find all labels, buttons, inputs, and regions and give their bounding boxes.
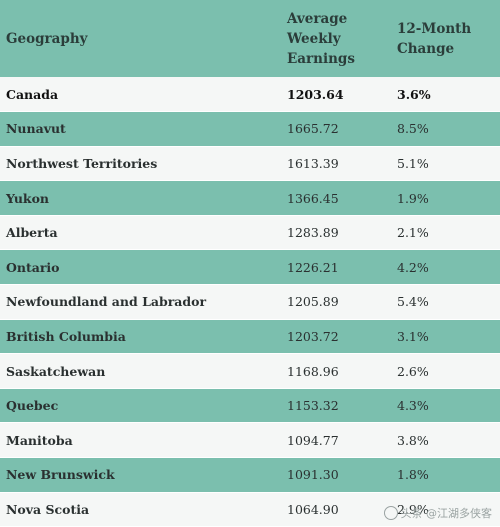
cell-change: 5.4% bbox=[391, 284, 500, 320]
cell-geography: Nova Scotia bbox=[0, 492, 281, 527]
cell-geography: Alberta bbox=[0, 215, 281, 251]
table-row: Newfoundland and Labrador 1205.89 5.4% bbox=[0, 284, 500, 320]
cell-geography: Newfoundland and Labrador bbox=[0, 284, 281, 320]
header-average-weekly-earnings: Average Weekly Earnings bbox=[281, 0, 391, 77]
cell-geography: Northwest Territories bbox=[0, 146, 281, 182]
table-row: Ontario 1226.21 4.2% bbox=[0, 249, 500, 286]
table-row: Northwest Territories 1613.39 5.1% bbox=[0, 146, 500, 182]
table-header: Geography Average Weekly Earnings 12-Mon… bbox=[0, 0, 500, 77]
cell-change: 1.9% bbox=[391, 180, 500, 216]
cell-change: 2.6% bbox=[391, 353, 500, 389]
cell-change: 4.2% bbox=[391, 249, 500, 286]
header-12-month-change: 12-Month Change bbox=[391, 0, 500, 77]
cell-earnings: 1203.72 bbox=[281, 319, 391, 355]
cell-change: 3.6% bbox=[391, 77, 500, 113]
cell-earnings: 1613.39 bbox=[281, 146, 391, 182]
cell-change: 8.5% bbox=[391, 111, 500, 147]
table-row: New Brunswick 1091.30 1.8% bbox=[0, 457, 500, 493]
table-row: Yukon 1366.45 1.9% bbox=[0, 180, 500, 216]
cell-geography: Manitoba bbox=[0, 422, 281, 459]
table-row: Saskatchewan 1168.96 2.6% bbox=[0, 353, 500, 389]
cell-geography: New Brunswick bbox=[0, 457, 281, 493]
cell-earnings: 1366.45 bbox=[281, 180, 391, 216]
table-row: Canada 1203.64 3.6% bbox=[0, 77, 500, 113]
cell-geography: Nunavut bbox=[0, 111, 281, 147]
table-row: Alberta 1283.89 2.1% bbox=[0, 215, 500, 251]
cell-earnings: 1205.89 bbox=[281, 284, 391, 320]
cell-change: 1.8% bbox=[391, 457, 500, 493]
cell-earnings: 1283.89 bbox=[281, 215, 391, 251]
table-row: Nova Scotia 1064.90 2.9% bbox=[0, 492, 500, 527]
cell-earnings: 1665.72 bbox=[281, 111, 391, 147]
cell-change: 4.3% bbox=[391, 388, 500, 424]
watermark: 头条 @江湖多侠客 bbox=[383, 505, 493, 521]
cell-geography: Quebec bbox=[0, 388, 281, 424]
cell-earnings: 1094.77 bbox=[281, 422, 391, 459]
watermark-text: 头条 @江湖多侠客 bbox=[400, 507, 493, 520]
table-row: Quebec 1153.32 4.3% bbox=[0, 388, 500, 424]
cell-change: 2.9% bbox=[391, 492, 500, 527]
table-row: Manitoba 1094.77 3.8% bbox=[0, 422, 500, 459]
cell-geography: Canada bbox=[0, 77, 281, 113]
cell-earnings: 1091.30 bbox=[281, 457, 391, 493]
header-row: Geography Average Weekly Earnings 12-Mon… bbox=[0, 0, 500, 77]
cell-earnings: 1203.64 bbox=[281, 77, 391, 113]
table-body: Canada 1203.64 3.6% Nunavut 1665.72 8.5%… bbox=[0, 77, 500, 527]
cell-earnings: 1153.32 bbox=[281, 388, 391, 424]
cell-change: 2.1% bbox=[391, 215, 500, 251]
header-geography: Geography bbox=[0, 0, 281, 77]
watermark-logo-icon bbox=[383, 506, 398, 520]
cell-geography: Saskatchewan bbox=[0, 353, 281, 389]
cell-earnings: 1064.90 bbox=[281, 492, 391, 527]
cell-geography: Ontario bbox=[0, 249, 281, 286]
cell-geography: British Columbia bbox=[0, 319, 281, 355]
cell-change: 3.8% bbox=[391, 422, 500, 459]
cell-geography: Yukon bbox=[0, 180, 281, 216]
cell-earnings: 1168.96 bbox=[281, 353, 391, 389]
table-row: British Columbia 1203.72 3.1% bbox=[0, 319, 500, 355]
cell-change: 5.1% bbox=[391, 146, 500, 182]
table-row: Nunavut 1665.72 8.5% bbox=[0, 111, 500, 147]
cell-earnings: 1226.21 bbox=[281, 249, 391, 286]
cell-change: 3.1% bbox=[391, 319, 500, 355]
